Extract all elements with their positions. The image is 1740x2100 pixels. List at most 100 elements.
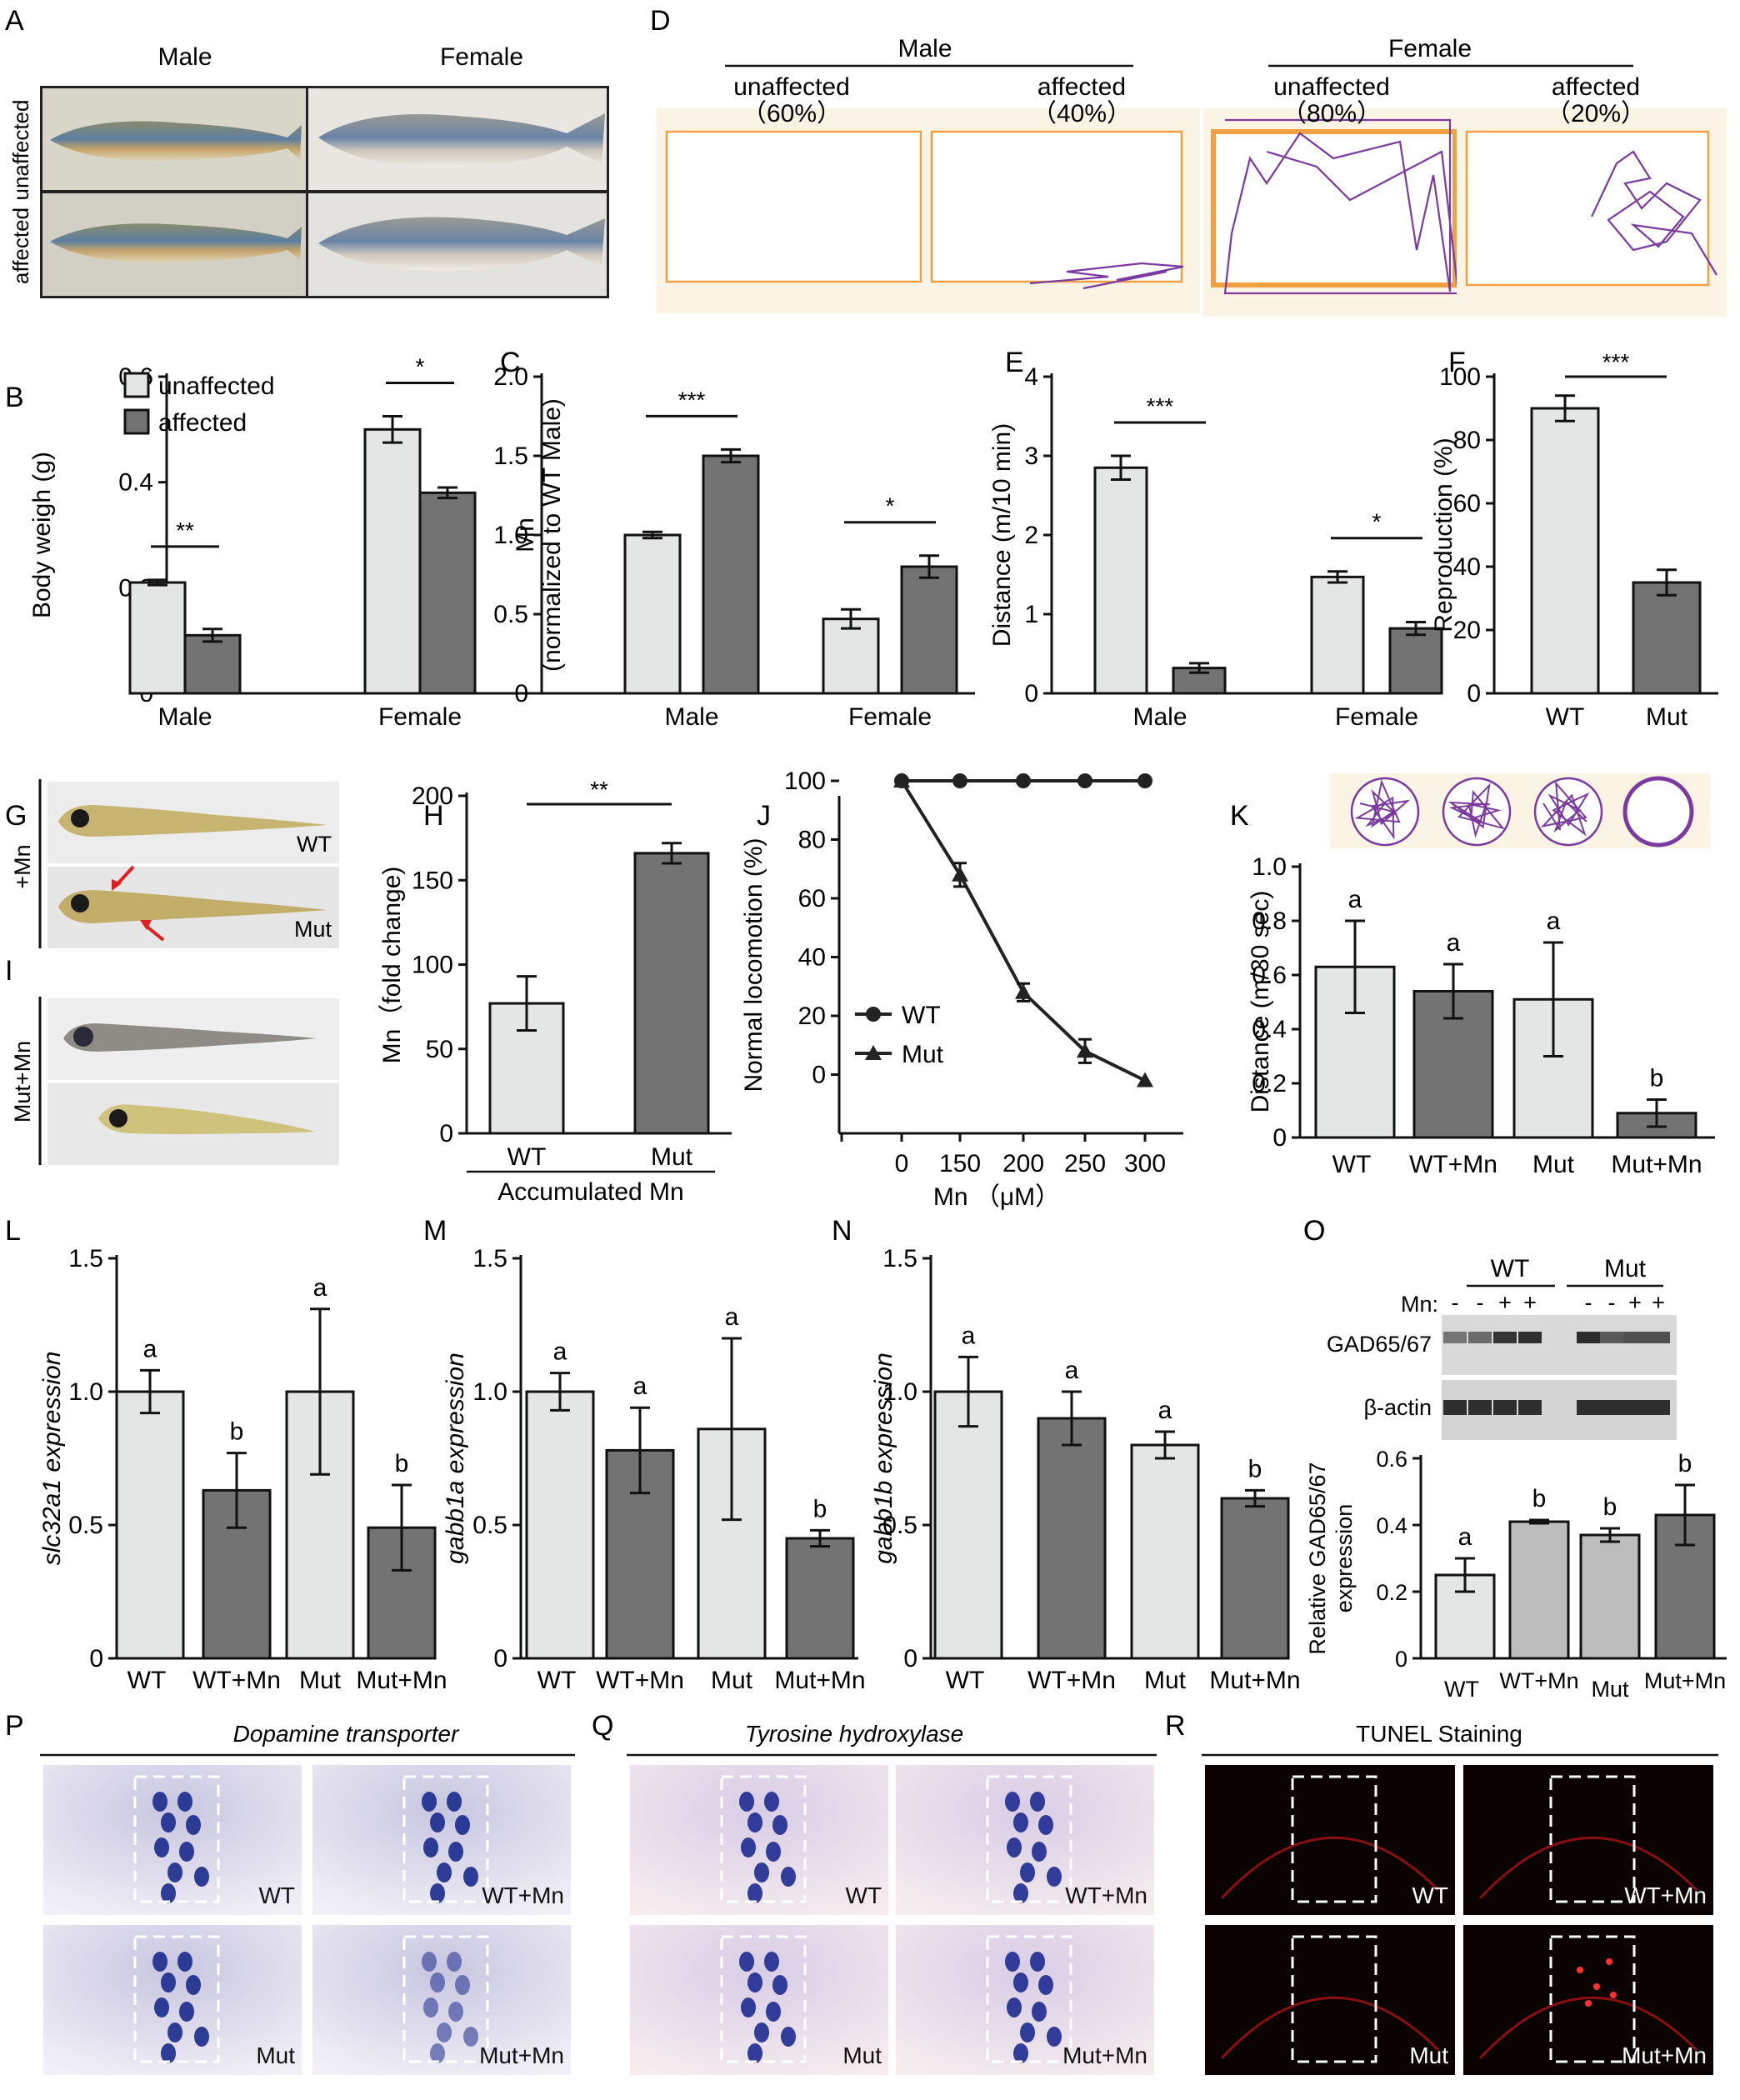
track-arena-0: [665, 130, 922, 283]
M-ytick-label: 0.5: [472, 1512, 508, 1539]
stain-cluster-q: [1005, 1792, 1020, 1812]
N-ylabel: gabb1b expression: [870, 1352, 898, 1564]
larva-mutmn-2-eye: [109, 1109, 128, 1128]
bar-b-male-s0: [128, 581, 187, 695]
stain-label-p-2: Mut: [256, 2042, 295, 2068]
F-ytick-label: 60: [1453, 490, 1481, 518]
bar-c-female-s0: [822, 618, 880, 695]
panel-letter-l: L: [5, 1215, 21, 1247]
sig-letter-l: b: [395, 1450, 409, 1478]
xtick-label-n: WT+Mn: [1028, 1667, 1116, 1694]
stain-label-q-3: Mut+Mn: [1062, 2042, 1148, 2068]
sig-letter-o: b: [1678, 1450, 1692, 1478]
xtick-label-l: WT+Mn: [192, 1667, 281, 1694]
stain-cluster-p: [437, 2022, 452, 2042]
xtick-label-h: WT: [508, 1143, 547, 1171]
stain-label-r-2: Mut: [1409, 2042, 1448, 2068]
panel-letter-g: G: [5, 800, 27, 832]
sig-stars-e: ***: [1147, 393, 1174, 419]
E-ytick-label: 1: [1024, 601, 1038, 628]
sig-stars-c: ***: [678, 387, 706, 412]
E-ytick-label: 4: [1024, 363, 1038, 391]
legend-swatch-0: [123, 372, 150, 398]
K-ytick-label: 1.0: [1252, 853, 1287, 881]
panel-letter-a: A: [5, 5, 24, 37]
roi-box-q-2: [720, 1935, 807, 2063]
xtick-label-e: Female: [1335, 703, 1418, 731]
panel-letter-o: O: [1303, 1215, 1325, 1247]
stain-cluster-p: [430, 1972, 445, 1992]
bar-o-2: [1579, 1533, 1641, 1660]
panel-n-chart: 0 0.5 1.0 1.5 gabb1b expression Na WT a WT+Mn a Mu…: [832, 1215, 1301, 1694]
stain-cluster-q: [754, 2022, 769, 2042]
xlabel-h: Accumulated Mn: [498, 1178, 683, 1206]
tunel-dot: [1577, 1967, 1583, 1973]
bar-e-female-s0: [1310, 575, 1365, 695]
sig-letter-n: b: [1248, 1455, 1262, 1482]
stain-cluster-q: [1020, 2022, 1035, 2042]
gad-band-3: [1518, 1332, 1542, 1343]
sig-letter-o: a: [1458, 1523, 1472, 1551]
mn-sign-2: +: [1498, 1290, 1512, 1315]
stain-cluster-q: [741, 1998, 756, 2018]
bar-m-3: [785, 1537, 855, 1660]
j-ytick-label: 0: [812, 1062, 826, 1089]
panel-r-title: TUNEL Staining: [1356, 1721, 1522, 1747]
tunel-outline-2: [1220, 1996, 1440, 2060]
panel-a: A Male Female unaffected affected: [5, 5, 609, 298]
N-ytick-label: 0: [903, 1645, 918, 1672]
j-legend-label-0: WT: [902, 1002, 941, 1029]
xtick-label-m: WT+Mn: [596, 1667, 684, 1694]
roi-box-p-2: [133, 1935, 220, 2063]
N-ytick-label: 1.0: [882, 1378, 918, 1406]
stain-cluster-q: [766, 2002, 781, 2022]
j-point-mut: [1015, 983, 1032, 999]
xtick-label-k: WT: [1332, 1151, 1372, 1178]
k-track-circle-3: [1622, 776, 1694, 848]
stain-cluster-p: [154, 1998, 169, 2018]
red-arrow-2-head: [140, 920, 152, 930]
B-ylabel: Body weigh (g): [28, 452, 56, 618]
panel-letter-r: R: [1165, 1710, 1186, 1742]
track-pct-1: （40%）: [1032, 100, 1132, 128]
stain-cluster-p: [463, 1867, 478, 1887]
C-ytick-label: 0: [514, 680, 528, 708]
stain-cluster-p: [154, 1838, 169, 1858]
xtick-label-c: Female: [848, 703, 932, 731]
stain-cluster-q: [1047, 1867, 1062, 1887]
F-ytick-label: 80: [1453, 427, 1481, 454]
H-ytick-label: 150: [412, 867, 453, 894]
panel-o-chart: 0 0.2 0.4 0.6 Relative GAD65/67 expression Oa W…: [1303, 1215, 1727, 1702]
larva-mut-label: Mut: [294, 917, 332, 942]
sig-letter-k: a: [1348, 886, 1362, 913]
j-point-mut: [1137, 1072, 1153, 1088]
tunel-dot: [1610, 1992, 1617, 1998]
H-ytick-label: 0: [439, 1120, 453, 1148]
stain-cluster-q: [1030, 1792, 1045, 1812]
stain-cluster-q: [781, 1867, 796, 1887]
mn-sign-7: +: [1652, 1290, 1665, 1315]
stain-cluster-p: [168, 1862, 182, 1882]
stain-cluster-p: [178, 1952, 192, 1972]
bar-b-female-s1: [418, 491, 477, 695]
track-path-1: [1029, 262, 1184, 290]
stain-cluster-q: [1013, 1883, 1028, 1903]
j-ytick-label: 20: [798, 1002, 826, 1030]
panel-g: G +Mn WT Mut: [5, 779, 339, 948]
j-xtick-label: 250: [1064, 1150, 1106, 1178]
panel-o-blot: O WT Mut Mn: - - + + - - + + GAD65/67 β-actin: [1303, 1215, 1677, 1440]
track-tiles: unaffected（60%）affected（40%）unaffected（8…: [657, 73, 1727, 317]
xtick-label-o: WT: [1444, 1677, 1479, 1702]
j-ytick-label: 40: [798, 944, 826, 972]
legend-label-1: affected: [158, 409, 247, 437]
j-xtick-label: 0: [895, 1150, 909, 1178]
stain-cluster-p: [186, 1815, 201, 1835]
track-path-3: [1591, 150, 1718, 276]
roi-box-p-0: [133, 1775, 220, 1903]
j-ytick-label: 80: [798, 827, 826, 854]
bar-n-3: [1220, 1497, 1290, 1660]
stain-cluster-p: [161, 1972, 176, 1992]
xtick-label-e: Male: [1132, 703, 1187, 731]
stain-cluster-q: [1047, 2027, 1062, 2047]
E-ylabel: Distance (m/10 min): [988, 423, 1016, 647]
